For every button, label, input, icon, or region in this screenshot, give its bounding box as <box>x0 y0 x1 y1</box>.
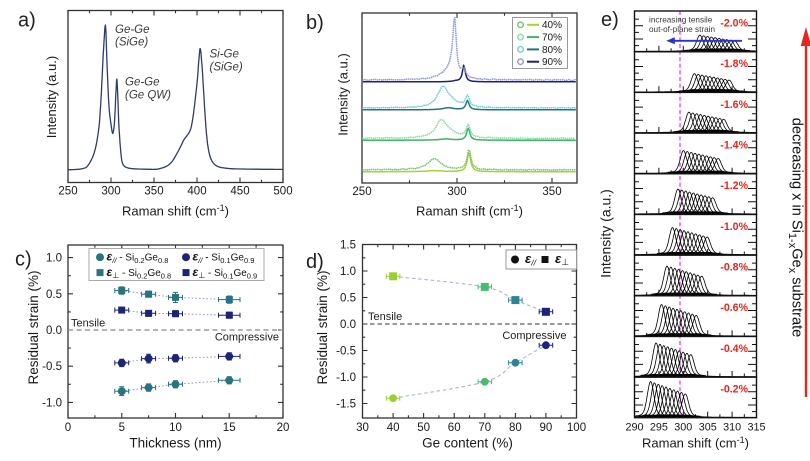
svg-text:(Ge QW): (Ge QW) <box>125 90 171 102</box>
svg-text:1.5: 1.5 <box>340 240 356 252</box>
svg-text:450: 450 <box>230 186 249 198</box>
svg-text:Ge content (%): Ge content (%) <box>422 436 513 451</box>
svg-text:1.0: 1.0 <box>46 253 62 265</box>
svg-text:(SiGe): (SiGe) <box>210 62 243 74</box>
svg-text:Si-Ge: Si-Ge <box>210 49 239 61</box>
svg-text:increasing tensile: increasing tensile <box>649 16 713 25</box>
svg-text:ε// - Si0.2Ge0.8: ε// - Si0.2Ge0.8 <box>107 250 169 266</box>
svg-text:Residual strain (%): Residual strain (%) <box>315 270 330 384</box>
svg-text:-1.6%: -1.6% <box>720 99 748 111</box>
svg-text:-1.0: -1.0 <box>42 397 62 409</box>
svg-text:305: 305 <box>699 422 717 434</box>
svg-text:50: 50 <box>417 422 430 434</box>
svg-text:0.5: 0.5 <box>340 293 356 305</box>
svg-text:Thickness (nm): Thickness (nm) <box>129 436 221 451</box>
svg-text:ε⊥: ε⊥ <box>555 251 569 267</box>
svg-text:Compressive: Compressive <box>215 332 279 344</box>
svg-text:250: 250 <box>58 186 77 198</box>
svg-text:-2.0%: -2.0% <box>720 18 748 30</box>
svg-text:60: 60 <box>448 422 461 434</box>
svg-text:(SiGe): (SiGe) <box>115 37 148 49</box>
svg-text:-1.8%: -1.8% <box>720 58 748 70</box>
svg-text:Ge-Ge: Ge-Ge <box>125 77 160 89</box>
svg-text:80: 80 <box>509 422 522 434</box>
svg-text:0.5: 0.5 <box>46 289 62 301</box>
svg-text:400: 400 <box>187 186 206 198</box>
svg-text:-1.0%: -1.0% <box>720 221 748 233</box>
svg-text:310: 310 <box>723 422 741 434</box>
svg-text:Raman shift (cm-1): Raman shift (cm-1) <box>122 203 229 219</box>
svg-text:ε//: ε// <box>525 251 538 268</box>
svg-text:Tensile: Tensile <box>71 318 105 330</box>
svg-text:Compressive: Compressive <box>502 330 566 342</box>
svg-text:40%: 40% <box>542 20 562 31</box>
svg-text:Residual strain (%): Residual strain (%) <box>26 270 41 384</box>
svg-text:250: 250 <box>352 186 371 198</box>
svg-text:-0.5: -0.5 <box>336 346 356 358</box>
svg-text:0.0: 0.0 <box>340 319 356 331</box>
svg-text:300: 300 <box>447 186 466 198</box>
svg-text:5: 5 <box>119 422 125 434</box>
svg-text:-1.0: -1.0 <box>336 372 356 384</box>
svg-text:1.0: 1.0 <box>340 266 356 278</box>
svg-text:ε⊥ - Si0.2Ge0.8: ε⊥ - Si0.2Ge0.8 <box>107 265 172 281</box>
svg-text:-0.8%: -0.8% <box>720 262 748 274</box>
svg-text:350: 350 <box>542 186 561 198</box>
svg-text:350: 350 <box>144 186 163 198</box>
svg-text:-1.5: -1.5 <box>336 399 356 411</box>
svg-text:c): c) <box>15 249 32 271</box>
svg-text:90: 90 <box>540 422 553 434</box>
svg-text:295: 295 <box>650 422 668 434</box>
svg-text:e): e) <box>601 9 619 31</box>
svg-text:Intensity (a.u.): Intensity (a.u.) <box>598 189 614 278</box>
svg-text:-0.6%: -0.6% <box>720 302 748 314</box>
svg-text:90%: 90% <box>542 57 562 68</box>
svg-text:500: 500 <box>273 186 292 198</box>
svg-text:out-of-plane strain: out-of-plane strain <box>649 25 715 34</box>
svg-text:315: 315 <box>747 422 765 434</box>
svg-text:300: 300 <box>674 422 692 434</box>
svg-text:0: 0 <box>65 422 71 434</box>
svg-text:80%: 80% <box>542 45 562 56</box>
svg-text:300: 300 <box>101 186 120 198</box>
svg-text:-0.4%: -0.4% <box>720 343 748 355</box>
svg-text:a): a) <box>18 10 36 32</box>
svg-text:Raman shift (cm-1): Raman shift (cm-1) <box>642 435 749 451</box>
svg-text:Intensity (a.u.): Intensity (a.u.) <box>44 56 59 138</box>
svg-text:-0.2%: -0.2% <box>720 384 748 396</box>
svg-text:-0.5: -0.5 <box>42 361 62 373</box>
svg-text:ε// - Si0.1Ge0.9: ε// - Si0.1Ge0.9 <box>193 250 255 266</box>
svg-text:10: 10 <box>169 422 182 434</box>
svg-text:70%: 70% <box>542 33 562 44</box>
svg-text:-1.2%: -1.2% <box>720 180 748 192</box>
svg-text:Ge-Ge: Ge-Ge <box>115 24 150 36</box>
svg-text:290: 290 <box>625 422 643 434</box>
svg-text:d): d) <box>306 251 324 273</box>
svg-text:20: 20 <box>277 422 290 434</box>
svg-text:70: 70 <box>478 422 491 434</box>
svg-text:0.0: 0.0 <box>46 325 62 337</box>
svg-text:ε⊥ - Si0.1Ge0.9: ε⊥ - Si0.1Ge0.9 <box>193 265 258 281</box>
svg-text:-1.4%: -1.4% <box>720 140 748 152</box>
svg-text:100: 100 <box>567 422 586 434</box>
svg-text:Intensity (a.u.): Intensity (a.u.) <box>336 53 351 135</box>
svg-text:Raman shift (cm-1): Raman shift (cm-1) <box>416 203 523 219</box>
svg-text:b): b) <box>306 12 324 34</box>
svg-text:15: 15 <box>223 422 236 434</box>
svg-text:decreasing x in Si1-xGex subst: decreasing x in Si1-xGex substrate <box>786 118 805 338</box>
svg-text:40: 40 <box>387 422 400 434</box>
svg-text:30: 30 <box>356 422 369 434</box>
svg-text:Tensile: Tensile <box>368 311 402 323</box>
